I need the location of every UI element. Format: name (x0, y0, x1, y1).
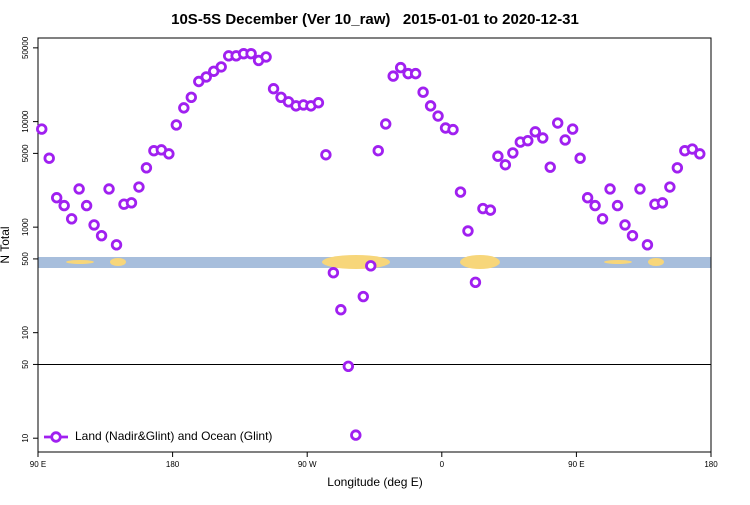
x-tick-label: 180 (704, 460, 718, 469)
point (462, 225, 474, 237)
y-tick-label: 1000 (21, 218, 30, 236)
point (110, 239, 123, 251)
point (357, 290, 369, 303)
map-land (322, 255, 390, 269)
point (133, 181, 145, 193)
point (424, 100, 437, 112)
point (103, 183, 115, 195)
y-axis-label: N Total (0, 226, 12, 263)
point (215, 61, 227, 73)
y-tick-label: 10 (21, 433, 30, 442)
map-land (110, 258, 126, 266)
point (260, 51, 272, 63)
point (507, 147, 519, 159)
point (694, 148, 706, 160)
point (611, 199, 624, 212)
point (125, 197, 138, 209)
point (619, 219, 631, 231)
point (409, 67, 422, 80)
point (245, 48, 257, 60)
point (454, 186, 467, 198)
point (335, 304, 347, 316)
point (417, 86, 429, 98)
point (350, 429, 362, 441)
point (140, 162, 153, 174)
x-axis-label: Longitude (deg E) (327, 475, 422, 489)
point (626, 229, 639, 242)
point (163, 148, 175, 160)
point (178, 102, 190, 114)
x-tick-label: 90 W (298, 460, 317, 469)
point (574, 152, 586, 164)
point (634, 183, 646, 195)
plot-frame (37, 37, 712, 453)
point (581, 192, 594, 204)
point (469, 276, 482, 289)
point (499, 159, 512, 171)
point (537, 132, 549, 144)
point (552, 117, 564, 129)
point (80, 199, 93, 212)
point (327, 267, 340, 279)
point (447, 123, 459, 136)
point (73, 183, 85, 195)
point (664, 181, 676, 193)
point (686, 143, 699, 155)
point (170, 119, 183, 131)
map-land (604, 260, 632, 264)
point (36, 123, 48, 135)
y-tick-label: 500 (21, 252, 30, 266)
point (522, 134, 534, 147)
legend-marker (50, 431, 62, 443)
y-tick-label: 100 (21, 325, 30, 339)
point (559, 134, 571, 146)
x-tick-label: 0 (440, 460, 445, 469)
x-tick-label: 90 E (568, 460, 584, 469)
y-tick-label: 5000 (21, 144, 30, 162)
y-tick-label: 10000 (21, 110, 30, 133)
point (380, 118, 392, 130)
point (484, 204, 497, 216)
point (372, 145, 384, 157)
point (365, 260, 377, 272)
point (387, 70, 399, 82)
point (320, 149, 332, 161)
point (185, 91, 197, 104)
point (312, 97, 325, 109)
y-tick-label: 50 (21, 359, 30, 368)
point (58, 199, 70, 212)
point (342, 360, 355, 373)
point (43, 152, 55, 164)
point (529, 126, 541, 138)
y-tick-label: 50000 (21, 36, 30, 59)
map-land (648, 258, 664, 266)
point (671, 162, 684, 174)
point (267, 83, 280, 95)
point (88, 219, 100, 231)
point (50, 192, 63, 204)
x-tick-label: 90 E (30, 460, 46, 469)
point (589, 199, 601, 212)
x-tick-label: 180 (166, 460, 180, 469)
map-land (66, 260, 94, 264)
point (200, 71, 212, 83)
point (544, 161, 556, 173)
point (65, 213, 78, 225)
point (566, 123, 579, 135)
map-land (460, 255, 500, 269)
point (492, 150, 504, 162)
point (596, 213, 609, 225)
point (432, 110, 444, 122)
legend-label: Land (Nadir&Glint) and Ocean (Glint) (75, 429, 272, 443)
point (604, 183, 616, 195)
point (394, 61, 407, 74)
point (95, 229, 108, 242)
point (656, 197, 669, 209)
chart-title: 10S-5S December (Ver 10_raw) 2015-01-01 … (171, 11, 579, 28)
point (641, 239, 654, 251)
